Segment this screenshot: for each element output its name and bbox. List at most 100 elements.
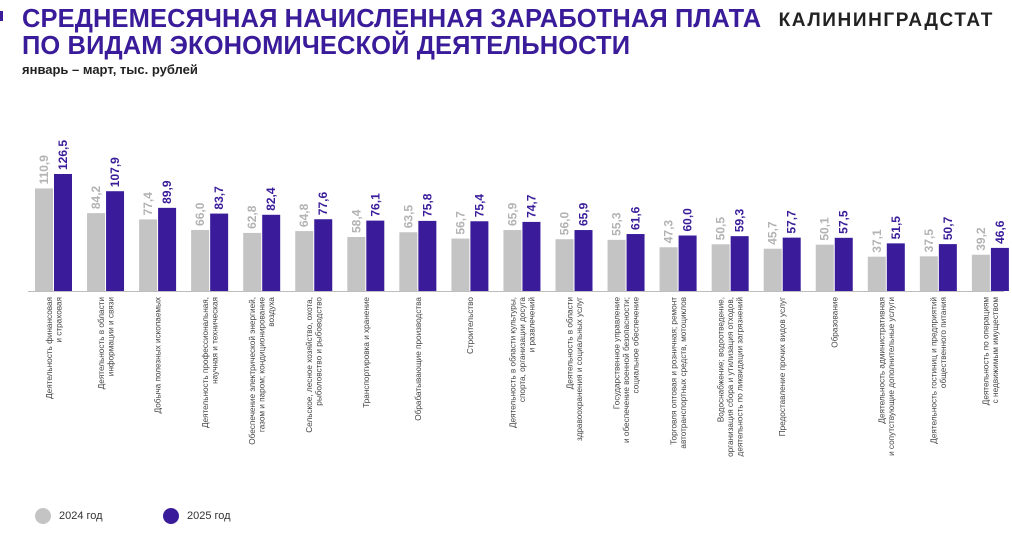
data-label-2024: 64,8 [297, 203, 311, 227]
data-label-2025: 60,0 [681, 208, 695, 232]
category-label: Деятельность административная и сопутству… [878, 297, 897, 456]
data-label-2024: 50,1 [818, 217, 832, 241]
category-label: Обрабатывающие производства [414, 297, 423, 421]
data-label-2024: 110,9 [37, 155, 51, 185]
legend-swatch-2025 [163, 508, 179, 524]
category-label-line: Обрабатывающие производства [414, 297, 423, 421]
data-label-2025: 76,1 [368, 193, 382, 217]
bar-2024 [659, 247, 678, 291]
category-label-line: социальное обеспечение [632, 297, 641, 394]
category-label-line: и развлечений [527, 297, 536, 352]
legend-item-2025: 2025 год [163, 508, 231, 524]
category-label-line: Деятельность гостиниц и предприятий [930, 297, 939, 444]
category-label-line: Сельское, лесное хозяйство, охота, [305, 297, 314, 433]
category-label: Деятельность профессиональная, научная и … [201, 297, 220, 428]
data-label-2025: 57,7 [785, 210, 799, 234]
page-title: СРЕДНЕМЕСЯЧНАЯ НАЧИСЛЕННАЯ ЗАРАБОТНАЯ ПЛ… [22, 6, 761, 60]
bar-2025 [886, 243, 905, 291]
bar-2025 [470, 221, 489, 291]
data-label-2024: 50,5 [714, 217, 728, 241]
category-label-line: Деятельность финансовая [45, 297, 54, 399]
bar-2025 [938, 244, 957, 291]
bar-2025 [522, 221, 541, 291]
bar-2024 [711, 244, 730, 291]
accent-marker [0, 11, 3, 21]
data-label-2025: 61,6 [629, 206, 643, 230]
category-label-line: Образование [830, 297, 839, 348]
category-label: Деятельность по операциям с недвижимым им… [982, 297, 1001, 406]
category-label-line: и страховая [54, 297, 63, 343]
category-label-line: Обеспечение электрической энергией, [248, 297, 257, 445]
bar-2025 [730, 236, 749, 291]
data-label-2025: 50,7 [941, 216, 955, 240]
category-label-line: газом и паром; кондиционирование [258, 297, 267, 433]
bar-2025 [782, 237, 801, 291]
category-label: Добыча полезных ископаемых [154, 297, 163, 413]
data-label-2024: 55,3 [610, 212, 624, 236]
data-label-2025: 126,5 [56, 140, 70, 170]
category-label-line: Добыча полезных ископаемых [154, 297, 163, 413]
category-label: Торговля оптовая и розничная; ремонт авто… [669, 297, 688, 449]
bar-2024 [35, 188, 53, 291]
data-label-2025: 83,7 [212, 186, 226, 210]
data-label-2024: 63,5 [401, 205, 415, 229]
bar-2024 [555, 239, 574, 291]
category-label: Предоставление прочих видов услуг [778, 297, 787, 436]
chart-subtitle: январь – март, тыс. рублей [22, 62, 198, 77]
bar-2024 [867, 256, 886, 291]
category-label: Деятельность в области культуры, спорта, … [508, 297, 536, 428]
bar-2024 [347, 236, 366, 291]
category-label: Водоснабжение; водоотведение, организация… [717, 297, 745, 457]
category-label-line: Деятельность административная [878, 297, 887, 424]
data-label-2024: 65,9 [505, 202, 519, 226]
category-label: Деятельность финансовая и страховая [45, 297, 64, 399]
category-label-line: здравоохранения и социальных услуг [575, 297, 584, 441]
brand-logo: КАЛИНИНГРАДСТАТ [778, 10, 994, 31]
category-label: Государственное управление и обеспечение … [613, 297, 641, 443]
title-line-1: СРЕДНЕМЕСЯЧНАЯ НАЧИСЛЕННАЯ ЗАРАБОТНАЯ ПЛ… [22, 5, 762, 33]
category-label-line: Государственное управление [613, 297, 622, 410]
data-label-2024: 58,4 [349, 209, 363, 233]
category-label-line: Водоснабжение; водоотведение, [717, 297, 726, 422]
data-label-2025: 59,3 [733, 208, 747, 232]
bar-2024 [451, 238, 470, 291]
category-label: Строительство [466, 297, 475, 354]
category-label: Обеспечение электрической энергией, газом… [248, 297, 276, 445]
data-label-2024: 45,7 [766, 221, 780, 245]
title-line-2: ПО ВИДАМ ЭКОНОМИЧЕСКОЙ ДЕЯТЕЛЬНОСТИ [22, 32, 631, 60]
bar-2024 [191, 229, 210, 291]
category-label-line: Деятельность в области [565, 297, 574, 389]
category-label: Деятельность гостиниц и предприятий общес… [930, 297, 949, 444]
bar-2025 [834, 237, 853, 291]
data-label-2024: 84,2 [89, 185, 103, 209]
category-label: Деятельность в области информации и связи [97, 297, 116, 389]
category-label: Образование [830, 297, 839, 348]
data-label-2025: 82,4 [264, 187, 278, 211]
bar-2024 [919, 256, 938, 291]
data-label-2025: 74,7 [524, 194, 538, 218]
bar-2024 [295, 231, 314, 291]
data-label-2025: 75,4 [472, 194, 486, 218]
bar-2025 [262, 214, 281, 291]
bar-2024 [971, 254, 990, 291]
data-label-2024: 37,1 [870, 229, 884, 253]
data-label-2024: 37,5 [922, 229, 936, 253]
data-label-2025: 57,5 [837, 210, 851, 234]
data-label-2024: 66,0 [193, 202, 207, 226]
category-label-line: и сопутствующие дополнительные услуги [887, 297, 896, 456]
bar-2024 [399, 232, 418, 291]
bar-2025 [210, 213, 229, 291]
category-label-line: Транспортировка и хранение [362, 297, 371, 408]
category-label-line: спорта, организации досуга [518, 297, 527, 403]
bar-2025 [678, 235, 697, 291]
category-label-line: организация сбора и утилизация отходов, [726, 297, 735, 457]
legend-swatch-2024 [35, 508, 51, 524]
data-label-2024: 62,8 [245, 205, 259, 229]
data-label-2024: 77,4 [141, 192, 155, 216]
category-label-line: с недвижимым имуществом [991, 297, 1000, 404]
category-label-line: Деятельность профессиональная, [201, 297, 210, 428]
category-label-line: общественного питания [939, 297, 948, 388]
category-label-line: научная и техническая [210, 297, 219, 384]
bar-2025 [418, 220, 437, 291]
